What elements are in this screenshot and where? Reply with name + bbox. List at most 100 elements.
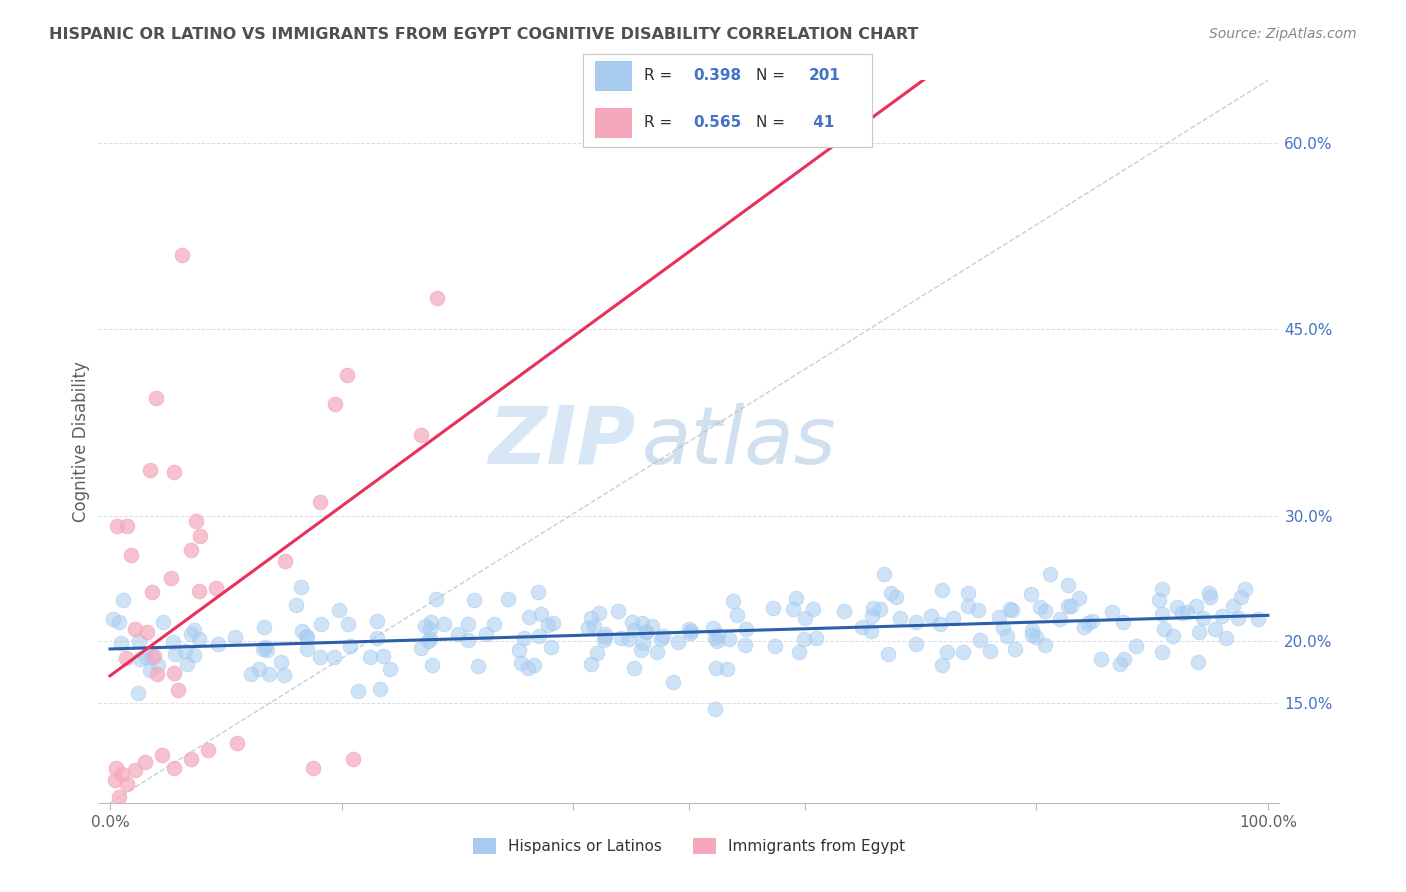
Point	[606, 604, 628, 618]
Point	[877, 648, 900, 662]
Point	[678, 622, 700, 636]
Text: 0.565: 0.565	[693, 115, 741, 130]
Point	[1021, 628, 1043, 642]
Point	[851, 619, 873, 633]
Point	[1222, 599, 1244, 613]
Point	[135, 624, 157, 639]
Point	[540, 640, 562, 655]
Point	[180, 543, 202, 558]
Point	[1215, 632, 1237, 646]
Point	[623, 661, 645, 675]
Text: N =: N =	[756, 69, 790, 84]
Point	[247, 662, 270, 676]
Point	[1166, 599, 1188, 614]
Point	[952, 645, 974, 659]
Point	[115, 518, 138, 533]
Point	[457, 616, 479, 631]
Point	[467, 659, 489, 673]
Point	[636, 624, 658, 639]
Point	[873, 567, 896, 582]
Point	[1108, 657, 1130, 672]
Point	[1021, 623, 1043, 637]
Point	[1233, 582, 1256, 596]
Point	[508, 643, 530, 657]
Point	[785, 591, 807, 606]
Point	[197, 743, 219, 757]
Point	[143, 649, 166, 664]
Point	[339, 640, 361, 654]
Point	[765, 640, 787, 654]
Point	[988, 610, 1011, 624]
Point	[1192, 610, 1215, 624]
Point	[204, 582, 226, 596]
Point	[884, 590, 907, 604]
Point	[104, 761, 127, 775]
Point	[110, 767, 132, 781]
Point	[527, 585, 550, 599]
Point	[270, 655, 292, 669]
Point	[115, 650, 138, 665]
Point	[112, 593, 135, 607]
Point	[1029, 600, 1052, 615]
Point	[308, 649, 330, 664]
Point	[496, 592, 519, 607]
Point	[1033, 604, 1056, 618]
Point	[124, 764, 146, 778]
Point	[184, 514, 207, 528]
Point	[706, 634, 728, 648]
Point	[636, 625, 658, 640]
Point	[513, 631, 536, 645]
Point	[1001, 603, 1024, 617]
Point	[409, 428, 432, 442]
Point	[368, 681, 391, 696]
Point	[666, 634, 689, 648]
Text: Source: ZipAtlas.com: Source: ZipAtlas.com	[1209, 27, 1357, 41]
Point	[1147, 593, 1170, 607]
Point	[517, 660, 540, 674]
Point	[295, 641, 318, 656]
Point	[585, 646, 607, 660]
Point	[120, 548, 142, 562]
Point	[929, 617, 952, 632]
Point	[862, 601, 884, 615]
Point	[145, 391, 167, 405]
Point	[101, 612, 124, 626]
Point	[967, 603, 990, 617]
Point	[188, 584, 211, 599]
Point	[869, 601, 891, 615]
Point	[105, 519, 128, 533]
Point	[309, 617, 332, 632]
Point	[723, 594, 745, 608]
Point	[679, 626, 702, 640]
Point	[633, 636, 655, 650]
Point	[789, 645, 811, 659]
Point	[610, 631, 633, 645]
Point	[1101, 605, 1123, 619]
Point	[1171, 606, 1194, 620]
Point	[1039, 567, 1062, 582]
Point	[224, 631, 246, 645]
Point	[124, 622, 146, 636]
Point	[425, 592, 447, 607]
Text: 0.398: 0.398	[693, 69, 741, 84]
Point	[165, 647, 187, 661]
Point	[108, 615, 131, 630]
Point	[104, 772, 127, 787]
Point	[252, 641, 274, 656]
Point	[150, 748, 173, 763]
Point	[273, 554, 295, 568]
Point	[1060, 599, 1083, 613]
Point	[188, 528, 211, 542]
Point	[931, 658, 953, 673]
Point	[530, 607, 553, 621]
Point	[1033, 638, 1056, 652]
Point	[905, 615, 928, 629]
Point	[1069, 591, 1091, 606]
Text: R =: R =	[644, 69, 678, 84]
Point	[650, 632, 672, 646]
Point	[291, 624, 314, 639]
Point	[617, 632, 640, 646]
Point	[956, 586, 979, 600]
Point	[141, 585, 163, 599]
Point	[180, 627, 202, 641]
